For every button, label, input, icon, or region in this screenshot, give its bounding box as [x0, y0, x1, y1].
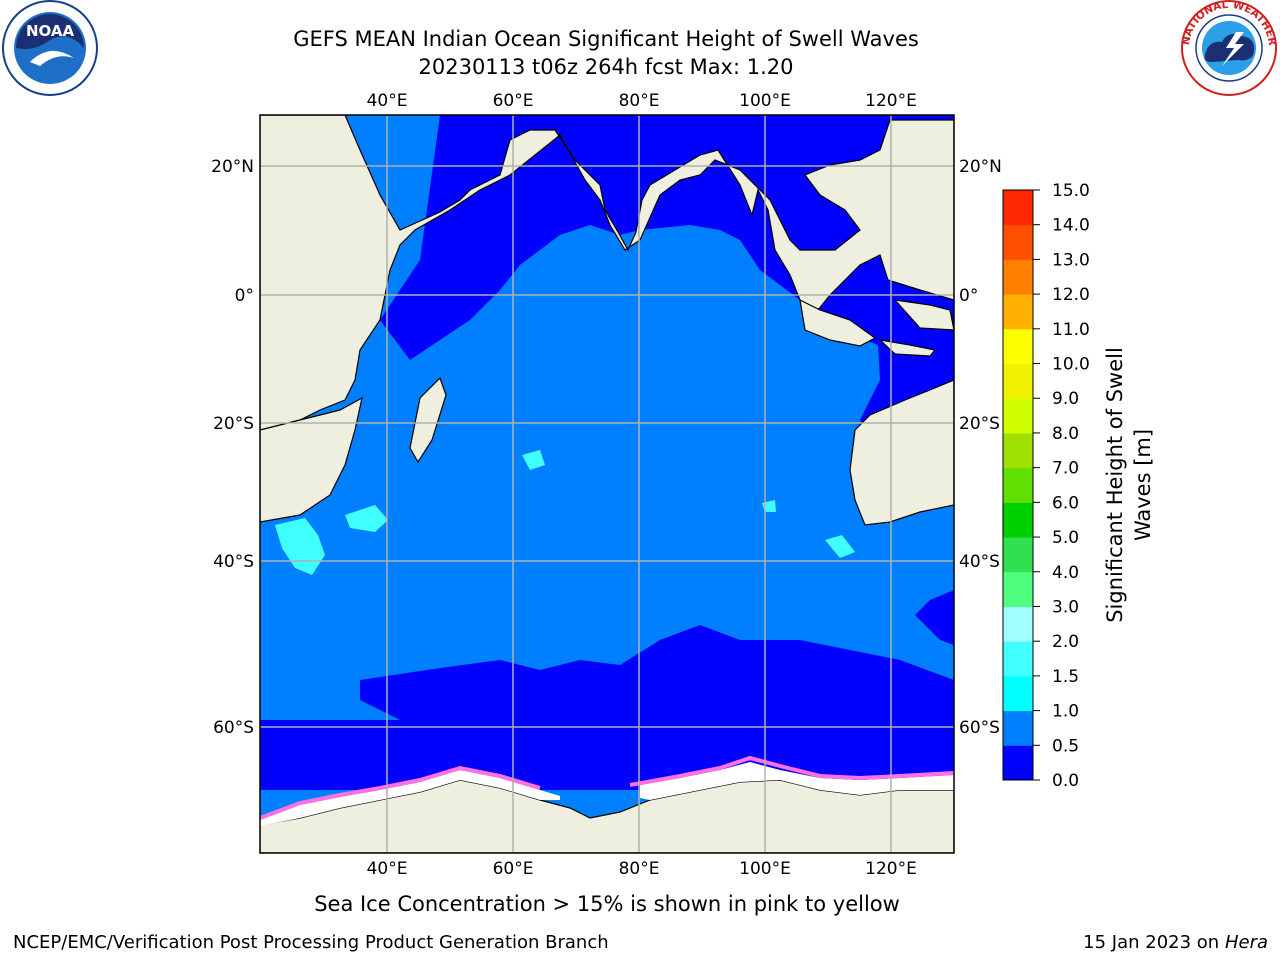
longitude-label: 120°E — [865, 91, 917, 111]
colorbar-tick-label: 4.0 — [1052, 563, 1079, 583]
nws-logo-icon: NATIONAL WEATHER SERVICE — [0, 0, 1278, 96]
map-subtitle: 20230113 t06z 264h fcst Max: 1.20 — [418, 55, 794, 79]
latitude-label: 60°S — [213, 718, 254, 738]
longitude-label: 100°E — [739, 859, 791, 879]
longitude-labels-bottom: 40°E 60°E 80°E 100°E 120°E — [367, 859, 917, 879]
latitude-labels-right: 20°N 0° 20°S 40°S 60°S — [959, 157, 1002, 738]
latitude-label: 0° — [959, 286, 978, 306]
map-frame — [259, 114, 955, 854]
swell-patch — [522, 450, 545, 470]
sea-ice-edge — [260, 755, 954, 820]
colorbar-tick-label: 9.0 — [1052, 389, 1079, 409]
swell-patch — [825, 535, 855, 558]
colorbar-segment — [1003, 606, 1033, 642]
colorbar-tick-label: 0.0 — [1052, 771, 1079, 791]
land-masses — [260, 115, 954, 853]
map-area — [260, 115, 954, 853]
longitude-label: 80°E — [619, 859, 660, 879]
colorbar-segment — [1003, 641, 1033, 677]
nws-ring-text: NATIONAL WEATHER SERVICE — [0, 0, 1278, 50]
latitude-label: 20°N — [959, 157, 1002, 177]
colorbar-segment — [1003, 294, 1033, 330]
colorbar-segment — [1003, 224, 1033, 260]
colorbar-tick-label: 8.0 — [1052, 424, 1079, 444]
longitude-label: 100°E — [739, 91, 791, 111]
colorbar — [1003, 190, 1033, 781]
longitude-label: 60°E — [493, 859, 534, 879]
colorbar-segment — [1003, 710, 1033, 746]
longitude-label: 40°E — [367, 859, 408, 879]
sea-ice-caption: Sea Ice Concentration > 15% is shown in … — [314, 892, 900, 916]
colorbar-segment — [1003, 537, 1033, 573]
colorbar-segment — [1003, 328, 1033, 365]
colorbar-tick-label: 11.0 — [1052, 320, 1090, 340]
colorbar-segment — [1003, 398, 1033, 434]
colorbar-label-line1: Significant Height of Swell — [1103, 347, 1127, 623]
longitude-label: 80°E — [619, 91, 660, 111]
credit-left: NCEP/EMC/Verification Post Processing Pr… — [13, 932, 609, 953]
sea-ice — [640, 762, 954, 800]
colorbar-ticks: 0.0 0.5 1.0 1.5 2.0 3.0 4.0 5.0 6.0 7.0 8.0 9.0 10.0… — [1033, 181, 1090, 791]
colorbar-tick-label: 12.0 — [1052, 285, 1090, 305]
longitude-label: 120°E — [865, 859, 917, 879]
colorbar-segment — [1003, 432, 1033, 469]
map-title: GEFS MEAN Indian Ocean Significant Heigh… — [293, 27, 919, 51]
colorbar-segment — [1003, 259, 1033, 295]
colorbar-tick-label: 6.0 — [1052, 493, 1079, 513]
colorbar-label-line2: Waves [m] — [1131, 429, 1155, 541]
latitude-label: 40°S — [213, 552, 254, 572]
colorbar-segment — [1003, 502, 1033, 538]
graticule — [260, 115, 954, 853]
colorbar-tick-label: 0.5 — [1052, 736, 1079, 756]
low-swell-region — [260, 625, 954, 727]
colorbar-tick-label: 5.0 — [1052, 528, 1079, 548]
colorbar-tick-label: 3.0 — [1052, 597, 1079, 617]
sea-ice — [260, 770, 560, 826]
colorbar-segment — [1003, 190, 1033, 226]
low-swell-region — [915, 590, 954, 645]
colorbar-tick-label: 1.0 — [1052, 702, 1079, 722]
low-swell-region — [380, 115, 954, 440]
latitude-label: 20°N — [211, 157, 254, 177]
colorbar-tick-label: 15.0 — [1052, 181, 1090, 201]
colorbar-segment — [1003, 745, 1033, 781]
credit-machine: Hera — [1224, 932, 1268, 953]
colorbar-tick-label: 10.0 — [1052, 355, 1090, 375]
colorbar-segment — [1003, 571, 1033, 607]
longitude-label: 40°E — [367, 91, 408, 111]
colorbar-frame — [1002, 189, 1034, 781]
swell-patch — [345, 505, 388, 532]
latitude-label: 0° — [235, 286, 254, 306]
latitude-labels-left: 20°N 0° 20°S 40°S 60°S — [211, 157, 254, 738]
colorbar-segment — [1003, 363, 1033, 399]
latitude-label: 20°S — [213, 414, 254, 434]
colorbar-tick-label: 13.0 — [1052, 250, 1090, 270]
colorbar-tick-label: 1.5 — [1052, 667, 1079, 687]
svg-text:NATIONAL WEATHER SERVICE: NATIONAL WEATHER SERVICE — [0, 0, 1278, 50]
latitude-label: 40°S — [959, 552, 1000, 572]
colorbar-tick-label: 14.0 — [1052, 216, 1090, 236]
credit-right: 15 Jan 2023 on Hera — [1083, 932, 1268, 953]
colorbar-tick-label: 2.0 — [1052, 632, 1079, 652]
colorbar-tick-label: 7.0 — [1052, 459, 1079, 479]
colorbar-segment — [1003, 467, 1033, 503]
latitude-label: 60°S — [959, 718, 1000, 738]
latitude-label: 20°S — [959, 414, 1000, 434]
credit-date: 15 Jan 2023 on — [1083, 932, 1225, 953]
longitude-labels-top: 40°E 60°E 80°E 100°E 120°E — [367, 91, 917, 111]
longitude-label: 60°E — [493, 91, 534, 111]
noaa-logo-icon: NOAA — [2, 0, 98, 96]
colorbar-segment — [1003, 675, 1033, 712]
noaa-logo-text: NOAA — [26, 22, 75, 40]
